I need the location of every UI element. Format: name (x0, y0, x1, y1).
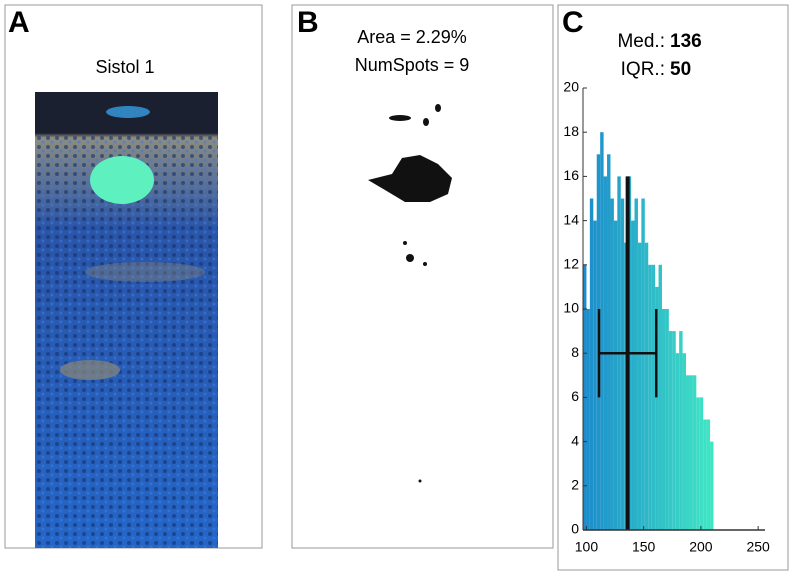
bar (586, 309, 590, 530)
panel-label: C (562, 6, 584, 39)
y-tick-label: 12 (563, 256, 579, 272)
panel-b: B Area = 2.29% NumSpots = 9 (291, 4, 554, 549)
image-texture (35, 135, 218, 548)
bar (641, 198, 645, 530)
bar (620, 198, 625, 530)
bar (699, 397, 704, 530)
bar (631, 220, 635, 530)
panel-text: NumSpots = 9 (355, 55, 470, 75)
panel-c: C Med.: 136 IQR.: 50 (557, 4, 789, 571)
y-tick-label: 10 (563, 300, 579, 316)
panel-frame (557, 4, 789, 571)
spot (368, 155, 452, 202)
y-tick-label: 6 (571, 388, 579, 404)
iqr-value: 50 (670, 59, 691, 80)
bar (589, 198, 594, 530)
y-tick-label: 4 (571, 432, 579, 448)
x-tick-label: 100 (575, 539, 599, 555)
spot (435, 104, 441, 112)
median-value: 136 (670, 31, 702, 52)
panel-a: A Sistol 1 (4, 4, 263, 549)
y-tick-label: 16 (563, 167, 579, 183)
image-shadow (85, 262, 205, 282)
y-tick-label: 18 (563, 123, 579, 139)
bar (682, 353, 687, 530)
median-label: Med.: (617, 31, 665, 52)
panel-frame (291, 4, 554, 549)
bar (613, 220, 618, 530)
bar (692, 375, 697, 530)
bar (637, 242, 642, 530)
y-tick-label: 8 (571, 344, 579, 360)
y-tick-label: 0 (571, 521, 579, 537)
bar (655, 286, 659, 530)
bar (689, 375, 693, 530)
panel-text: Area = 2.29% (357, 27, 467, 47)
bar (634, 198, 638, 530)
panel-title: Sistol 1 (95, 57, 154, 77)
spot (423, 262, 427, 266)
image-spot (106, 106, 150, 118)
spot (406, 254, 414, 262)
bar (679, 331, 683, 530)
spot (423, 118, 429, 126)
bar (607, 154, 611, 531)
bar (696, 397, 700, 530)
spot (403, 241, 407, 245)
y-tick-label: 20 (563, 79, 579, 95)
image-spot (90, 156, 154, 204)
bar (710, 441, 714, 530)
bar (651, 264, 656, 530)
image-shadow (60, 360, 120, 380)
bar (668, 331, 673, 530)
y-tick-label: 2 (571, 477, 579, 493)
iqr-label: IQR.: (621, 59, 665, 80)
x-tick-label: 150 (632, 539, 656, 555)
spot (389, 115, 411, 121)
bar (675, 353, 680, 530)
bar (706, 419, 711, 530)
bar (658, 264, 662, 530)
panel-label: A (8, 6, 30, 39)
x-tick-label: 250 (746, 539, 770, 555)
y-tick-label: 14 (563, 211, 579, 227)
bar (610, 198, 614, 530)
bar (665, 309, 669, 530)
spot (418, 479, 422, 483)
bar (661, 309, 666, 530)
bar (672, 331, 676, 530)
panel-label: B (297, 6, 319, 39)
bar (600, 132, 604, 530)
bar (703, 419, 707, 530)
bar (644, 242, 649, 530)
bar (648, 264, 652, 530)
bar (686, 375, 690, 530)
bar (593, 220, 597, 530)
x-tick-label: 200 (689, 539, 713, 555)
